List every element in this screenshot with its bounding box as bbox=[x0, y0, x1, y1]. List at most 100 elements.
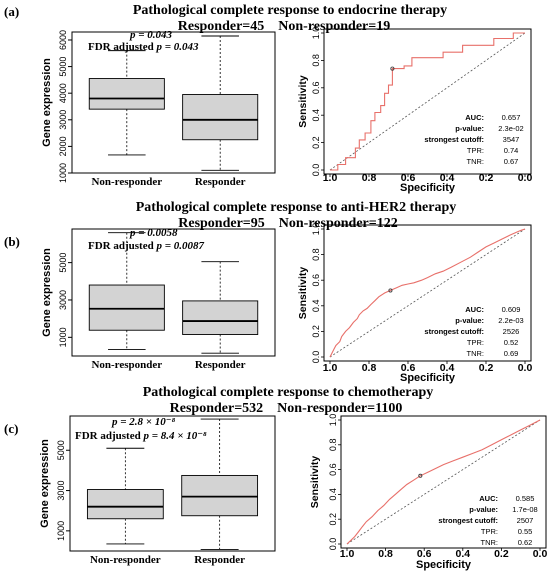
box-iqr bbox=[182, 94, 259, 141]
roc-stat-value: 2526 bbox=[503, 327, 520, 336]
box-ytick-label: 3000 bbox=[58, 110, 68, 130]
fdr-prefix: FDR adjusted bbox=[88, 41, 156, 53]
roc-ytick-label: 0.4 bbox=[311, 300, 321, 313]
roc-stat-label: AUC: bbox=[465, 305, 484, 314]
box-ytick-label: 6000 bbox=[58, 30, 68, 50]
roc-xtick-label: 0.6 bbox=[401, 172, 416, 184]
fdr-text: FDR adjusted p = 0.0087 bbox=[88, 240, 204, 252]
roc-stat-value: 0.55 bbox=[518, 527, 533, 536]
roc-curve bbox=[329, 228, 526, 358]
roc-stat-label: TPR: bbox=[481, 527, 498, 536]
roc-ylabel: Sensitivity bbox=[297, 267, 309, 320]
roc-xtick-label: 0.0 bbox=[518, 362, 533, 374]
boxplot-a: 1000 2000 3000 4000 5000 6000 Gene expression N… bbox=[41, 29, 276, 188]
roc-xtick-label: 0.4 bbox=[455, 548, 470, 560]
roc-curve bbox=[330, 32, 525, 171]
roc-stat-label: p-value: bbox=[455, 124, 484, 133]
panel-c: (c) Pathological complete response to ch… bbox=[4, 385, 547, 571]
roc-a: 1.0 0.8 0.6 0.4 0.2 0.0 0.0 0.2 0.4 0.6 0.8 1.0 Spec… bbox=[297, 27, 532, 194]
box-ytick-label: 1000 bbox=[58, 163, 68, 183]
roc-stat-label: TPR: bbox=[467, 338, 484, 347]
boxplot-frame bbox=[71, 228, 276, 357]
panel-a-title: Pathological complete response to endocr… bbox=[133, 3, 447, 18]
roc-b: 1.0 0.8 0.6 0.4 0.2 0.0 0.0 0.2 0.4 0.6 0.8 1.0 Spec… bbox=[297, 223, 532, 384]
box-responder bbox=[182, 35, 259, 171]
roc-ytick-label: 0.0 bbox=[328, 538, 338, 551]
box-ytick-label: 3000 bbox=[56, 481, 66, 501]
roc-stat-label: p-value: bbox=[469, 505, 498, 514]
fdr-value: p = 0.043 bbox=[155, 41, 199, 53]
box-responder bbox=[181, 418, 259, 550]
roc-ytick-label: 0.8 bbox=[311, 248, 321, 261]
roc-cutoff-point bbox=[390, 66, 395, 71]
roc-ylabel: Sensitivity bbox=[297, 75, 309, 128]
roc-xlabel: Specificity bbox=[416, 559, 472, 571]
fdr-value: p = 8.4 × 10⁻⁸ bbox=[142, 430, 207, 442]
roc-diagonal bbox=[329, 32, 526, 171]
roc-xtick-label: 1.0 bbox=[323, 172, 338, 184]
roc-ytick-label: 0.2 bbox=[311, 136, 321, 149]
fdr-prefix: FDR adjusted bbox=[88, 240, 156, 252]
box-iqr bbox=[182, 300, 259, 335]
roc-stat-value: 0.585 bbox=[516, 494, 535, 503]
roc-diagonal bbox=[346, 419, 541, 545]
panel-a: (a) Pathological complete response to en… bbox=[4, 3, 532, 194]
roc-stat-label: strongest cutoff: bbox=[438, 516, 498, 525]
roc-frame bbox=[323, 28, 532, 175]
roc-ytick-label: 1.0 bbox=[311, 27, 321, 40]
box-ylabel: Gene expression bbox=[41, 58, 53, 147]
roc-ytick-label: 0.4 bbox=[311, 109, 321, 122]
panel-a-label: (a) bbox=[4, 4, 19, 19]
roc-stat-value: 3547 bbox=[503, 135, 520, 144]
box-ytick-label: 2000 bbox=[58, 136, 68, 156]
p-value-text: p = 0.043 bbox=[129, 29, 173, 41]
roc-ytick-label: 1.0 bbox=[328, 414, 338, 427]
panel-b-title: Pathological complete response to anti-H… bbox=[136, 200, 457, 215]
roc-xtick-label: 0.4 bbox=[440, 172, 455, 184]
roc-stat-label: AUC: bbox=[465, 113, 484, 122]
fdr-text: FDR adjusted p = 0.043 bbox=[88, 41, 199, 53]
roc-xtick-label: 0.8 bbox=[362, 362, 377, 374]
roc-xtick-label: 1.0 bbox=[323, 362, 338, 374]
box-xtick-label: Non-responder bbox=[90, 554, 161, 566]
fdr-value: p = 0.0087 bbox=[155, 240, 204, 252]
box-ylabel: Gene expression bbox=[41, 248, 53, 337]
roc-ylabel: Sensitivity bbox=[309, 456, 321, 509]
roc-stat-value: 0.67 bbox=[504, 157, 519, 166]
panel-b-subtitle: Responder=95 Non-responder=122 bbox=[178, 216, 397, 231]
panel-b: (b) Pathological complete response to an… bbox=[4, 200, 532, 384]
boxplot-c: 1000 3000 5000 Gene expression Non-responder… bbox=[39, 415, 276, 566]
box-ytick-label: 5000 bbox=[58, 253, 68, 273]
roc-cutoff-point bbox=[388, 288, 393, 293]
fdr-prefix: FDR adjusted bbox=[75, 430, 143, 442]
roc-stat-value: 0.657 bbox=[502, 113, 521, 122]
box-non-responder bbox=[88, 50, 165, 156]
roc-stat-value: 1.7e-08 bbox=[512, 505, 537, 514]
roc-stat-value: 0.52 bbox=[504, 338, 519, 347]
panel-a-subtitle: Responder=45 Non-responder=19 bbox=[178, 19, 390, 34]
roc-ytick-label: 0.8 bbox=[311, 54, 321, 67]
roc-stat-value: 0.74 bbox=[504, 146, 519, 155]
roc-ytick-label: 0.2 bbox=[328, 513, 338, 526]
box-xtick-label: Responder bbox=[194, 554, 245, 566]
roc-stat-label: strongest cutoff: bbox=[424, 327, 484, 336]
p-value-text: p = 2.8 × 10⁻⁸ bbox=[111, 416, 176, 428]
roc-xtick-label: 0.2 bbox=[479, 172, 494, 184]
p-value-text: p = 0.0058 bbox=[129, 227, 178, 239]
box-xtick-label: Non-responder bbox=[91, 176, 162, 188]
panel-b-label: (b) bbox=[4, 234, 20, 249]
roc-stat-value: 2507 bbox=[517, 516, 534, 525]
roc-xlabel: Specificity bbox=[400, 372, 456, 384]
roc-ytick-label: 0.0 bbox=[311, 164, 321, 177]
roc-xlabel: Specificity bbox=[400, 182, 456, 194]
roc-stat-label: TPR: bbox=[467, 146, 484, 155]
roc-xtick-label: 0.8 bbox=[378, 548, 393, 560]
box-xtick-label: Responder bbox=[195, 359, 246, 371]
box-ylabel: Gene expression bbox=[39, 439, 51, 528]
panel-c-subtitle: Responder=532 Non-responder=1100 bbox=[170, 401, 403, 416]
roc-diagonal bbox=[329, 228, 526, 358]
boxplot-frame bbox=[71, 31, 276, 174]
roc-stat-value: 0.609 bbox=[502, 305, 521, 314]
roc-xtick-label: 0.6 bbox=[417, 548, 432, 560]
